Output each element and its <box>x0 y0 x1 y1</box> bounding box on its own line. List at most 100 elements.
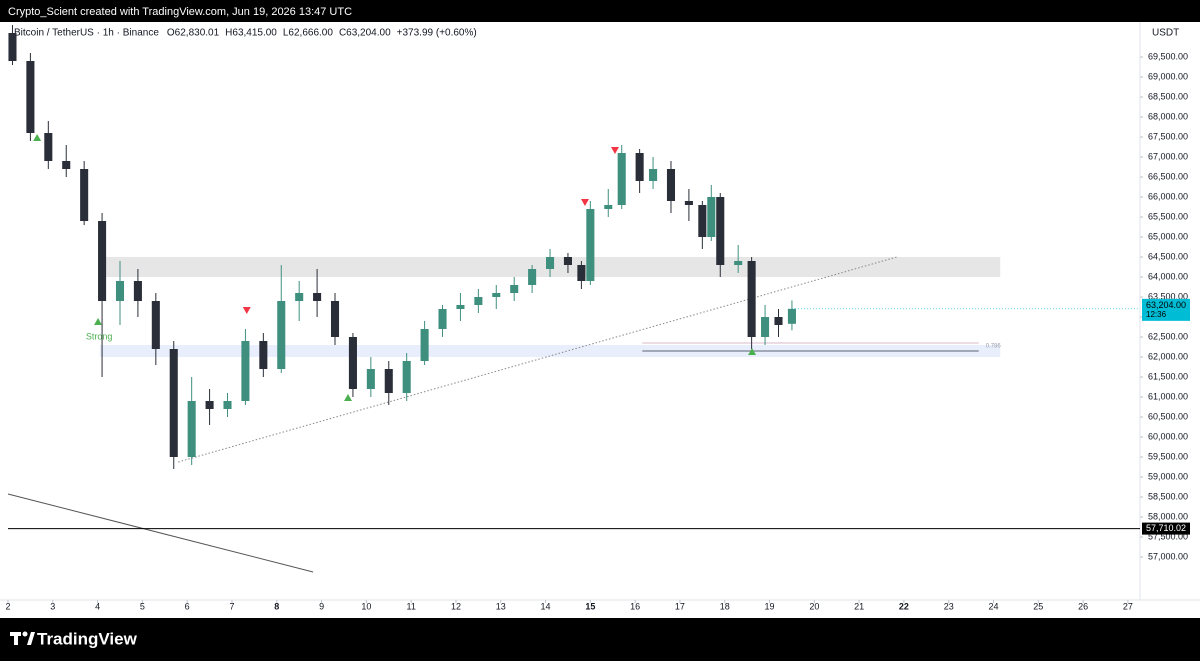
x-tick-label: 17 <box>675 601 685 611</box>
signal-marker <box>242 307 251 314</box>
candle-body <box>474 297 483 305</box>
y-tick-label: 57,500.00 <box>1148 531 1188 541</box>
candle-body <box>187 401 196 457</box>
candle-body <box>80 169 89 221</box>
x-tick-label: 16 <box>630 601 640 611</box>
y-tick-label: 64,000.00 <box>1148 271 1188 281</box>
x-tick-label: 18 <box>720 601 730 611</box>
candle-body <box>384 369 393 393</box>
x-tick-label: 27 <box>1123 601 1133 611</box>
x-tick-label: 11 <box>406 601 415 611</box>
candle-body <box>563 257 572 265</box>
candle-body <box>649 169 658 181</box>
zone <box>99 345 1001 357</box>
candle-body <box>617 153 626 205</box>
y-tick-label: 65,500.00 <box>1148 211 1188 221</box>
x-tick-label: 14 <box>541 601 551 611</box>
x-tick-label: 7 <box>229 601 234 611</box>
signal-marker <box>610 147 619 154</box>
x-tick-label: 9 <box>319 601 324 611</box>
candle-body <box>169 349 178 457</box>
candle-body <box>492 293 501 297</box>
change: +373.99 (+0.60%) <box>397 28 477 39</box>
candle-body <box>151 301 160 349</box>
candle-body <box>456 305 465 309</box>
candle-body <box>205 401 214 409</box>
candle-body <box>241 341 250 401</box>
candle-body <box>707 197 716 237</box>
symbol: Bitcoin / TetherUS · 1h · Binance <box>14 28 159 39</box>
candle-body <box>98 221 107 301</box>
y-tick-label: 67,500.00 <box>1148 131 1188 141</box>
x-tick-label: 2 <box>5 601 10 611</box>
candle-body <box>115 281 125 301</box>
candle-body <box>44 133 53 161</box>
candle-body <box>295 293 304 301</box>
candle-body <box>259 341 268 369</box>
candle-body <box>330 301 340 337</box>
y-tick-label: 64,500.00 <box>1148 251 1188 261</box>
y-tick-label: 61,000.00 <box>1148 391 1188 401</box>
candle-body <box>787 308 796 324</box>
footer <box>0 618 1200 661</box>
candle-body <box>510 285 519 293</box>
candle-body <box>666 169 676 201</box>
x-tick-label: 24 <box>989 601 999 611</box>
credit: Crypto_Scient created with TradingView.c… <box>8 6 352 18</box>
candle-body <box>586 209 595 281</box>
candle-body <box>734 261 743 265</box>
x-tick-label: 20 <box>809 601 819 611</box>
candle-body <box>277 301 286 369</box>
candle-body <box>366 369 375 389</box>
y-tick-label: 68,000.00 <box>1148 111 1188 121</box>
countdown: 12:36 <box>1146 310 1167 319</box>
ohlc-value: L62,666.00 <box>283 28 333 39</box>
candle-body <box>348 337 357 389</box>
signal-marker <box>344 394 353 401</box>
x-tick-label: 5 <box>140 601 145 611</box>
candle-body <box>577 265 586 281</box>
x-tick-label: 26 <box>1078 601 1088 611</box>
candle-body <box>313 293 322 301</box>
brand: TradingView <box>37 629 138 648</box>
signal-marker <box>94 318 103 325</box>
candle-body <box>747 261 756 337</box>
y-tick-label: 63,500.00 <box>1148 291 1188 301</box>
y-tick-label: 66,000.00 <box>1148 191 1188 201</box>
y-tick-label: 66,500.00 <box>1148 171 1188 181</box>
zone-label: Strong <box>86 331 113 341</box>
x-tick-label: 3 <box>50 601 55 611</box>
candle-body <box>402 361 411 393</box>
x-tick-label: 22 <box>899 601 909 611</box>
fib-label: 0.786 <box>986 344 1002 350</box>
x-tick-label: 4 <box>95 601 100 611</box>
candle-body <box>761 317 770 337</box>
last-price: 63,204.00 <box>1146 300 1186 310</box>
logo <box>10 631 35 645</box>
y-tick-label: 60,000.00 <box>1148 431 1188 441</box>
candle-body <box>716 197 725 265</box>
candle-body <box>62 161 71 169</box>
y-tick-label: 69,000.00 <box>1148 71 1188 81</box>
y-tick-label: 58,500.00 <box>1148 491 1188 501</box>
x-tick-label: 12 <box>451 601 461 611</box>
y-tick-label: 58,000.00 <box>1148 511 1188 521</box>
y-tick-label: 69,500.00 <box>1148 51 1188 61</box>
y-tick-label: 59,500.00 <box>1148 451 1188 461</box>
trend-line <box>178 256 897 463</box>
candle-body <box>635 153 644 181</box>
signal-marker <box>33 134 42 141</box>
signal-marker <box>748 348 757 355</box>
level-label-box <box>1142 522 1190 535</box>
candle-body <box>546 257 555 269</box>
x-tick-label: 8 <box>274 601 279 611</box>
x-tick-label: 25 <box>1033 601 1043 611</box>
ohlc-value: C63,204.00 <box>339 28 391 39</box>
candle-body <box>223 401 232 409</box>
level-label: 57,710.02 <box>1146 523 1186 533</box>
x-tick-label: 23 <box>944 601 954 611</box>
candle-body <box>684 201 693 205</box>
x-tick-label: 19 <box>765 601 775 611</box>
candle-body <box>133 281 142 301</box>
